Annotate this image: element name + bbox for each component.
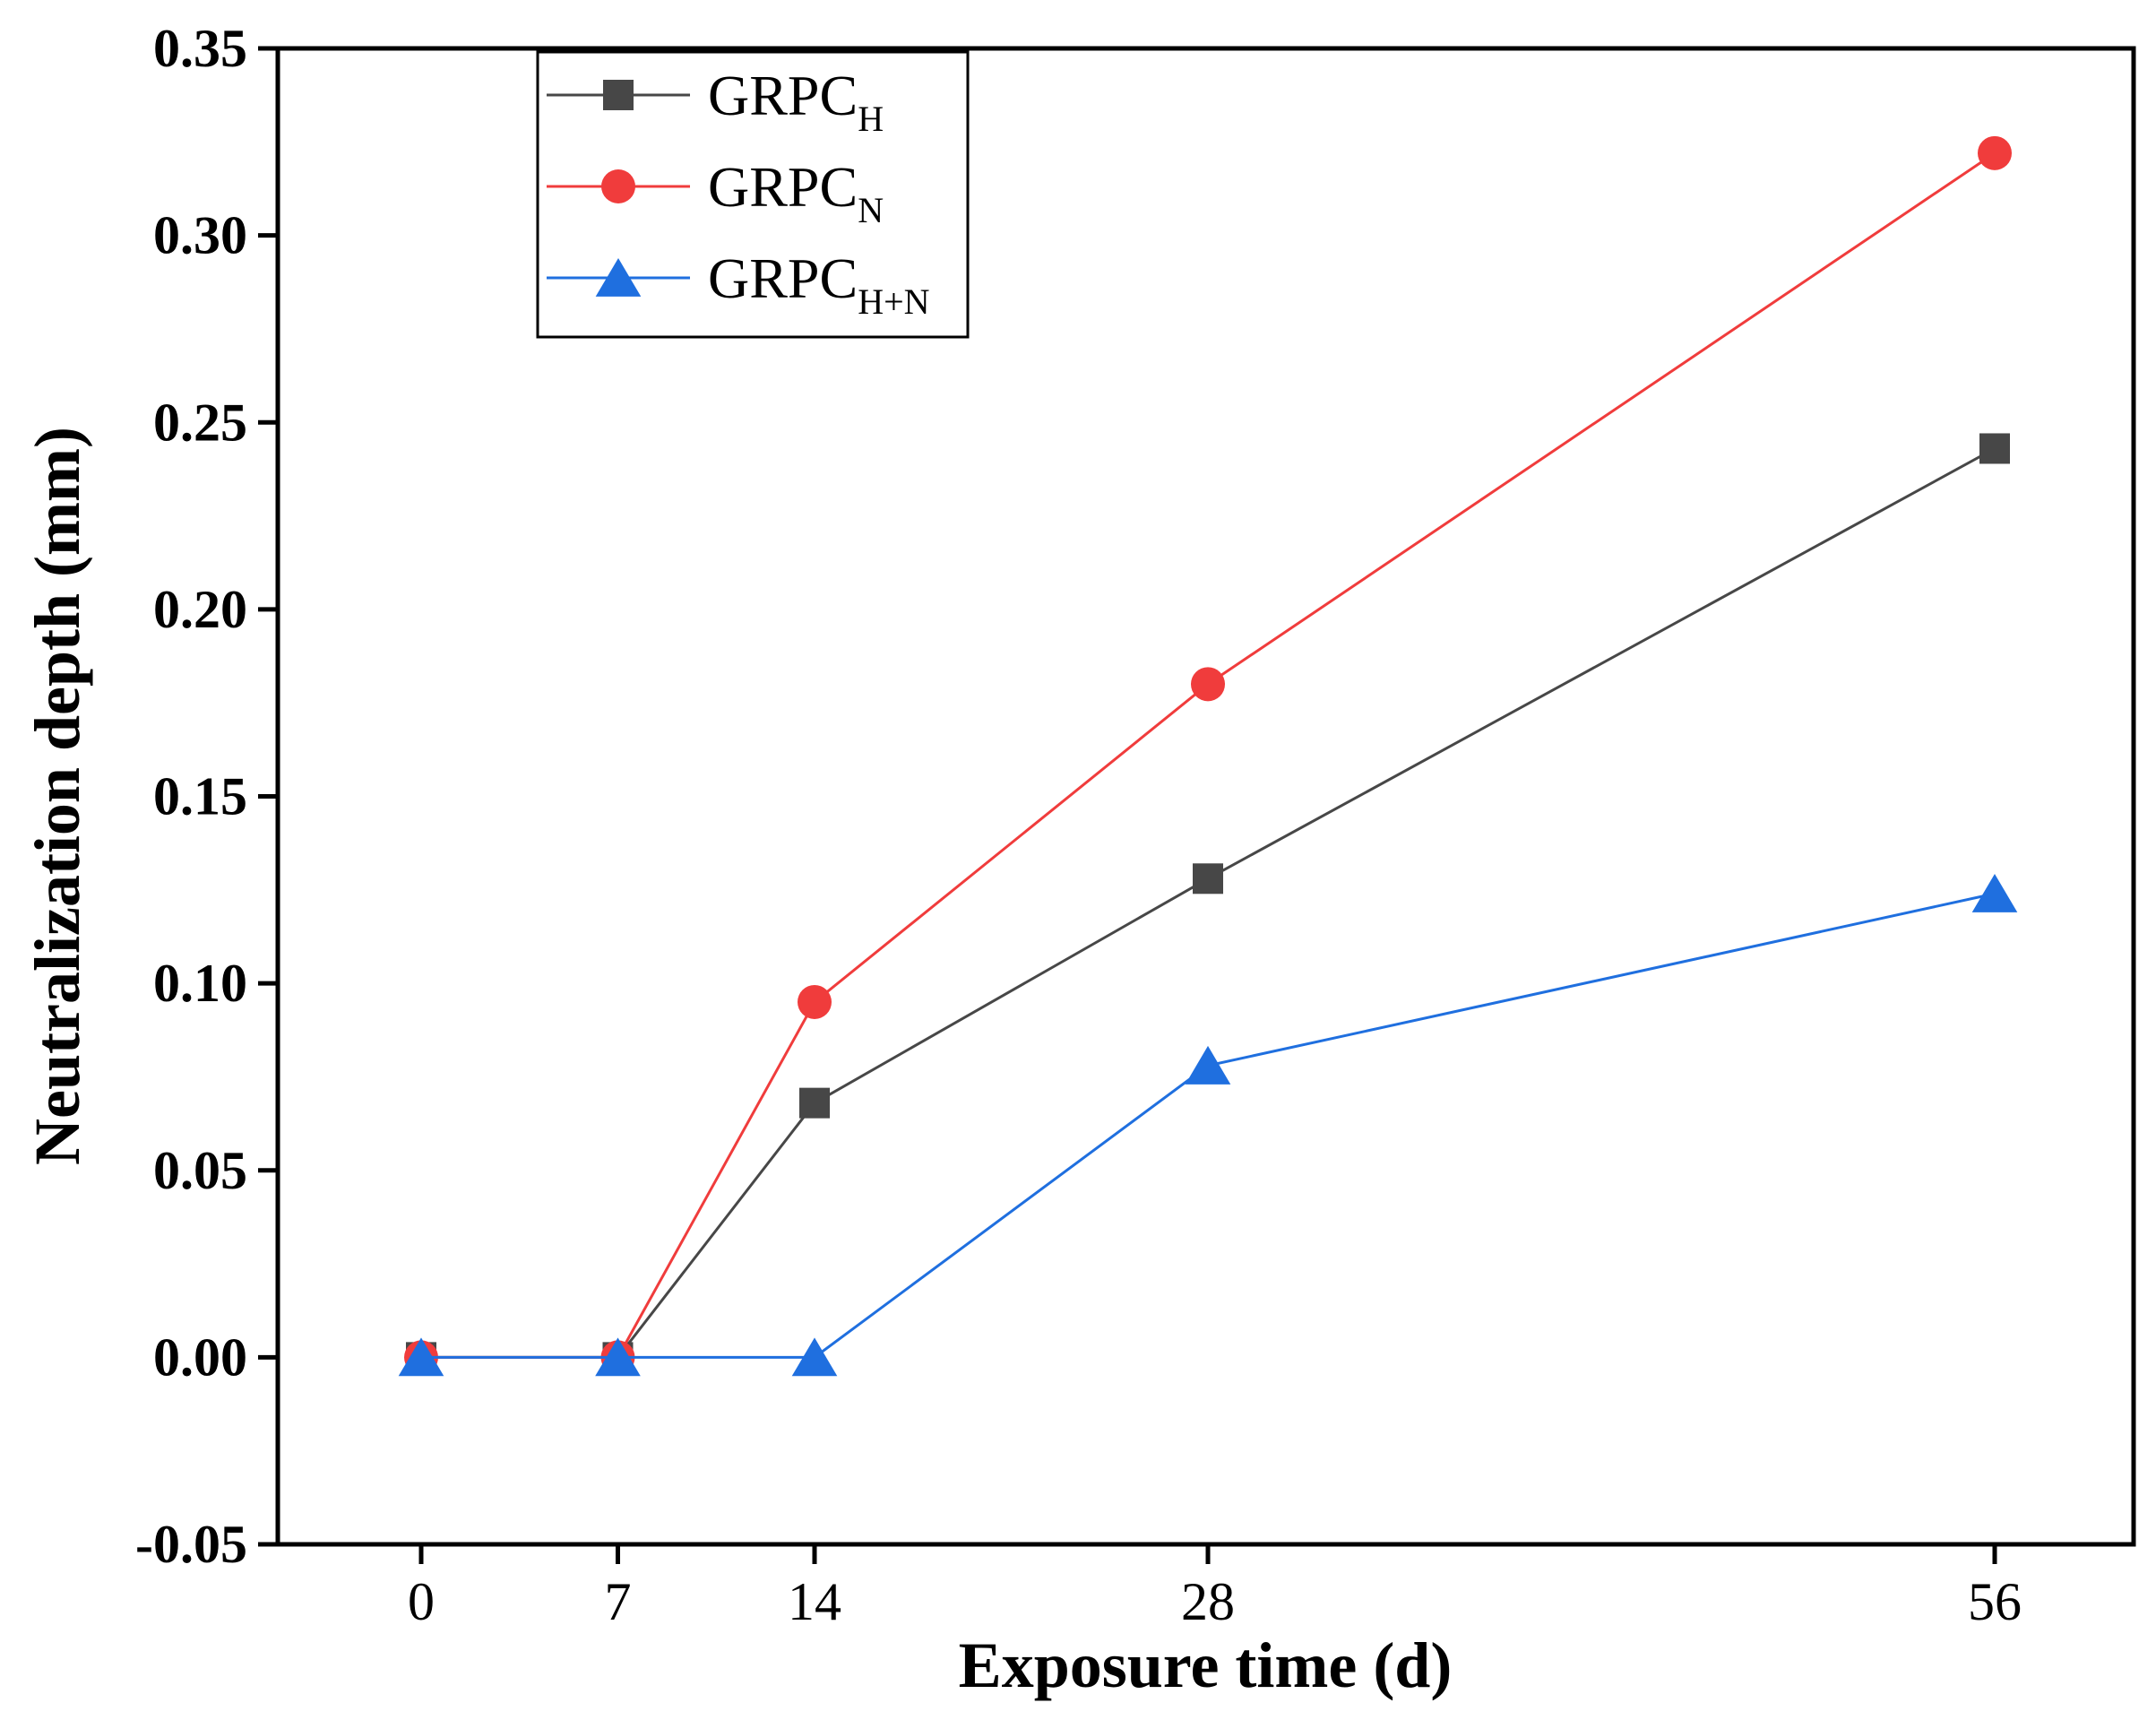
data-point-GRPC_H xyxy=(1193,863,1223,895)
data-point-GRPC_N xyxy=(1191,667,1225,702)
legend-item-GRPC_N: GRPCN xyxy=(547,155,884,230)
data-point-GRPC_N xyxy=(1978,135,2012,170)
legend-marker xyxy=(603,80,634,110)
y-tick-label: 0.15 xyxy=(153,767,247,826)
data-point-GRPC_H+N xyxy=(398,1337,444,1377)
axis-ticks: -0.05 0.00 0.05 0.10 0.15 0.20 0.25 0.30 0.35 0 7 1… xyxy=(135,19,2022,1631)
y-tick-label: 0.35 xyxy=(153,19,247,78)
data-point-GRPC_N xyxy=(798,984,832,1019)
x-tick-label: 28 xyxy=(1181,1572,1235,1631)
series-layer xyxy=(398,135,2018,1377)
y-tick-label: 0.25 xyxy=(153,393,247,452)
y-tick-label: -0.05 xyxy=(135,1515,247,1574)
legend-marker xyxy=(595,258,642,297)
legend-label: GRPCH+N xyxy=(708,246,930,322)
y-tick-label: 0.00 xyxy=(153,1327,247,1387)
y-tick-label: 0.10 xyxy=(153,954,247,1013)
legend-item-GRPC_H+N: GRPCH+N xyxy=(547,246,930,322)
data-point-GRPC_H xyxy=(799,1087,830,1119)
series-GRPC_H+N xyxy=(398,873,2018,1377)
data-point-GRPC_H+N xyxy=(1971,873,2018,912)
data-point-GRPC_H+N xyxy=(1185,1045,1231,1085)
legend-label: GRPCH xyxy=(708,64,884,139)
y-axis-title: Neutralization depth (mm) xyxy=(22,427,93,1165)
legend-label: GRPCN xyxy=(708,155,884,230)
x-tick-label: 0 xyxy=(408,1572,435,1631)
x-axis-title: Exposure time (d) xyxy=(959,1629,1453,1701)
x-tick-label: 56 xyxy=(1968,1572,2022,1631)
legend: GRPCH GRPCN GRPCH+N xyxy=(536,50,970,339)
x-tick-label: 7 xyxy=(605,1572,632,1631)
data-point-GRPC_H+N xyxy=(791,1337,838,1377)
y-tick-label: 0.05 xyxy=(153,1141,247,1200)
legend-items: GRPCH GRPCN GRPCH+N xyxy=(547,64,930,322)
x-tick-label: 14 xyxy=(788,1572,841,1631)
legend-marker xyxy=(601,169,635,203)
legend-item-GRPC_H: GRPCH xyxy=(547,64,884,139)
y-tick-label: 0.20 xyxy=(153,580,247,639)
y-tick-label: 0.30 xyxy=(153,206,247,265)
data-point-GRPC_H+N xyxy=(595,1337,641,1377)
data-point-GRPC_H xyxy=(1979,433,2010,464)
